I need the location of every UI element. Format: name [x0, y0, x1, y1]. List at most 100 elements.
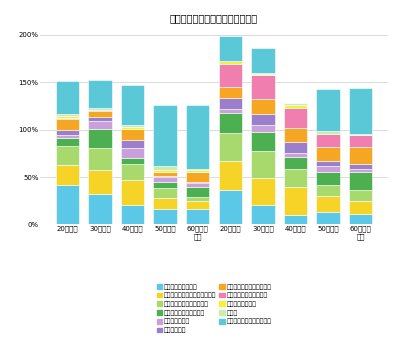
- Bar: [56, 130, 79, 135]
- Bar: [56, 185, 79, 224]
- Bar: [316, 166, 340, 172]
- Bar: [251, 125, 274, 132]
- Bar: [284, 128, 307, 142]
- Bar: [88, 148, 112, 170]
- Bar: [349, 147, 372, 164]
- Bar: [121, 148, 144, 158]
- Bar: [284, 142, 307, 153]
- Bar: [56, 135, 79, 138]
- Bar: [121, 158, 144, 164]
- Bar: [251, 75, 274, 99]
- Bar: [88, 117, 112, 121]
- Bar: [186, 209, 210, 224]
- Bar: [88, 194, 112, 224]
- Bar: [121, 126, 144, 127]
- Bar: [316, 161, 340, 166]
- Bar: [349, 164, 372, 169]
- Bar: [154, 209, 177, 224]
- Bar: [316, 89, 340, 131]
- Bar: [218, 109, 242, 113]
- Bar: [186, 187, 210, 197]
- Bar: [316, 212, 340, 224]
- Bar: [218, 64, 242, 87]
- Bar: [121, 129, 144, 140]
- Bar: [88, 129, 112, 148]
- Bar: [251, 99, 274, 114]
- Bar: [316, 172, 340, 185]
- Bar: [218, 98, 242, 109]
- Bar: [121, 164, 144, 180]
- Bar: [251, 151, 274, 177]
- Bar: [251, 132, 274, 151]
- Bar: [284, 169, 307, 187]
- Bar: [56, 118, 79, 119]
- Bar: [154, 177, 177, 182]
- Bar: [121, 205, 144, 224]
- Bar: [284, 215, 307, 224]
- Bar: [218, 161, 242, 190]
- Bar: [186, 169, 210, 170]
- Bar: [349, 201, 372, 214]
- Bar: [186, 197, 210, 201]
- Bar: [56, 165, 79, 185]
- Bar: [154, 167, 177, 170]
- Bar: [186, 201, 210, 209]
- Bar: [88, 121, 112, 129]
- Bar: [316, 131, 340, 134]
- Bar: [349, 214, 372, 224]
- Bar: [284, 105, 307, 108]
- Bar: [154, 188, 177, 198]
- Bar: [88, 170, 112, 194]
- Bar: [56, 138, 79, 146]
- Bar: [349, 88, 372, 134]
- Bar: [121, 140, 144, 148]
- Bar: [349, 190, 372, 201]
- Bar: [88, 110, 112, 111]
- Bar: [316, 147, 340, 161]
- Bar: [56, 146, 79, 165]
- Bar: [316, 195, 340, 212]
- Bar: [154, 170, 177, 172]
- Bar: [121, 127, 144, 129]
- Bar: [121, 85, 144, 126]
- Bar: [88, 108, 112, 110]
- Bar: [284, 108, 307, 128]
- Bar: [349, 134, 372, 135]
- Bar: [316, 185, 340, 195]
- Bar: [154, 176, 177, 177]
- Bar: [218, 133, 242, 161]
- Bar: [154, 105, 177, 167]
- Title: グラフ６：第一子出産前の懸念点: グラフ６：第一子出産前の懸念点: [170, 13, 258, 23]
- Bar: [218, 36, 242, 60]
- Bar: [218, 87, 242, 98]
- Bar: [218, 113, 242, 133]
- Bar: [218, 190, 242, 224]
- Bar: [186, 170, 210, 172]
- Bar: [251, 48, 274, 73]
- Bar: [154, 198, 177, 209]
- Bar: [121, 180, 144, 205]
- Bar: [251, 114, 274, 125]
- Bar: [349, 135, 372, 147]
- Bar: [251, 73, 274, 74]
- Bar: [349, 169, 372, 172]
- Bar: [186, 105, 210, 169]
- Bar: [56, 114, 79, 116]
- Bar: [88, 80, 112, 108]
- Bar: [56, 119, 79, 130]
- Bar: [56, 116, 79, 118]
- Bar: [284, 153, 307, 157]
- Bar: [284, 103, 307, 105]
- Bar: [284, 157, 307, 169]
- Bar: [251, 177, 274, 205]
- Bar: [251, 74, 274, 75]
- Bar: [154, 182, 177, 188]
- Bar: [284, 187, 307, 215]
- Bar: [56, 81, 79, 114]
- Bar: [251, 205, 274, 224]
- Bar: [88, 111, 112, 117]
- Bar: [316, 134, 340, 147]
- Bar: [186, 172, 210, 182]
- Bar: [186, 182, 210, 184]
- Bar: [349, 172, 372, 190]
